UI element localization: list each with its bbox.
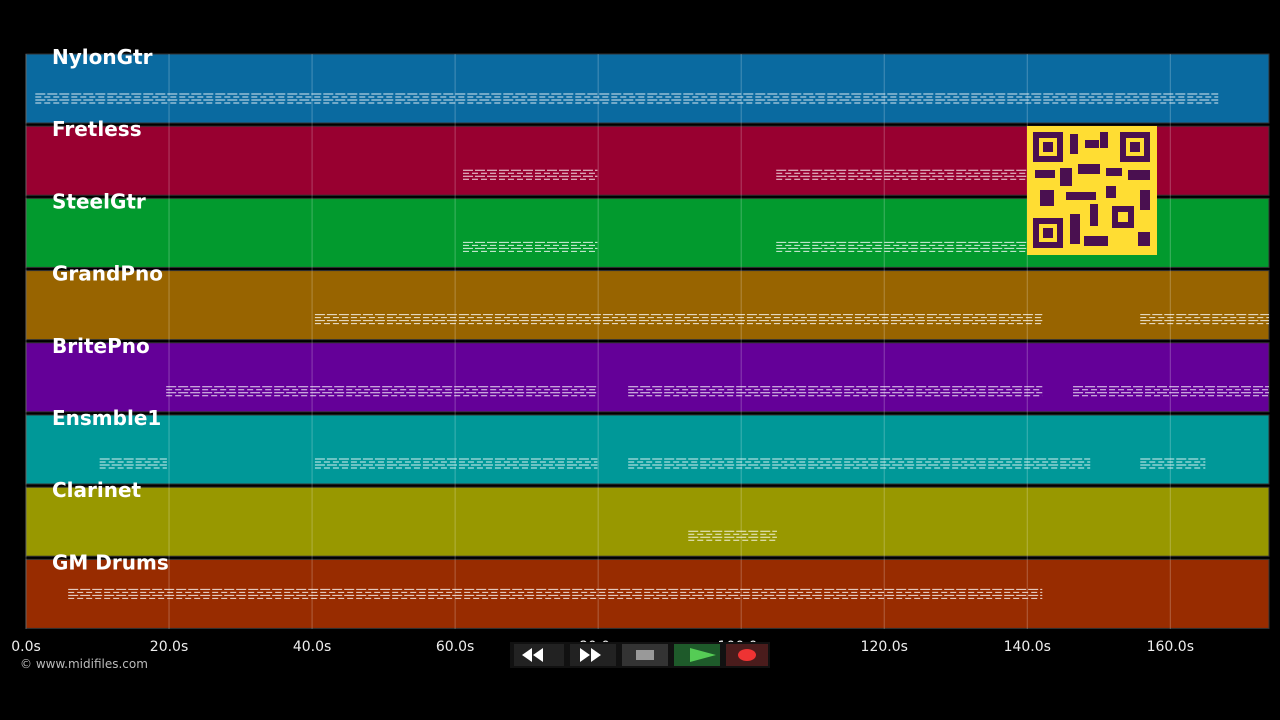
track-name: BritePno [52, 334, 150, 358]
note-segment [628, 386, 1043, 397]
note-segment [1140, 458, 1206, 469]
note-segment [776, 169, 1031, 180]
note-segment [314, 314, 1043, 325]
x-tick-label: 160.0s [1147, 639, 1194, 655]
track-name: SteelGtr [52, 189, 146, 213]
track-lane [25, 270, 1270, 341]
x-tick-label: 140.0s [1004, 639, 1051, 655]
x-tick-label: 40.0s [293, 639, 331, 655]
note-segment [688, 530, 777, 541]
x-tick-label: 0.0s [11, 639, 41, 655]
track-name: Fretless [52, 117, 142, 141]
forward-button[interactable] [570, 644, 616, 666]
play-button[interactable] [674, 644, 720, 666]
note-segment [462, 241, 598, 252]
rewind-button[interactable] [514, 644, 564, 666]
record-button[interactable] [726, 644, 768, 666]
grid [25, 54, 1171, 629]
x-tick-label: 120.0s [861, 639, 908, 655]
note-segment [628, 458, 1091, 469]
track-lane [25, 486, 1270, 557]
note-segment [462, 169, 598, 180]
x-tick-label: 20.0s [150, 639, 188, 655]
track-lane [25, 53, 1270, 124]
note-segment [314, 458, 598, 469]
notes [35, 93, 1269, 599]
note-segment [1140, 314, 1269, 325]
stop-button[interactable] [622, 644, 668, 666]
note-segment [1073, 386, 1269, 397]
qr-code [1027, 126, 1157, 255]
transport-controls [510, 642, 770, 668]
x-tick-label: 60.0s [436, 639, 474, 655]
note-segment [35, 93, 1219, 104]
track-name: GrandPno [52, 262, 163, 286]
track-lane [25, 558, 1270, 629]
note-segment [68, 588, 1043, 599]
track-name: NylonGtr [52, 45, 153, 69]
track-name: GM Drums [52, 550, 169, 574]
track-lane [25, 414, 1270, 485]
track-name: Clarinet [52, 478, 142, 502]
note-segment [776, 241, 1031, 252]
note-segment [99, 458, 167, 469]
copyright: © www.midifiles.com [20, 657, 148, 671]
track-lane [25, 342, 1270, 413]
track-name: Ensmble1 [52, 406, 161, 430]
